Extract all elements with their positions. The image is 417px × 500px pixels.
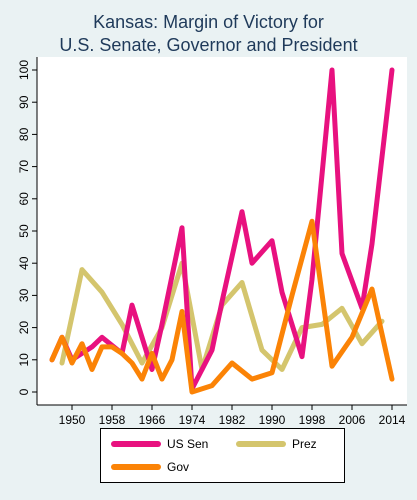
- x-tick-label: 2014: [379, 413, 406, 427]
- legend-swatch: [111, 464, 161, 470]
- x-tick-label: 1998: [299, 413, 326, 427]
- y-tick-label: 70: [17, 160, 31, 174]
- y-tick-label: 10: [17, 353, 31, 367]
- y-tick-label: 80: [17, 127, 31, 141]
- legend-item-us-sen: US Sen: [111, 437, 208, 451]
- x-tick-label: 1950: [59, 413, 86, 427]
- y-tick-label: 90: [17, 95, 31, 109]
- chart-title-line-1: Kansas: Margin of Victory for: [93, 12, 324, 32]
- x-tick-label: 1982: [219, 413, 246, 427]
- series-line-gov: [49, 218, 395, 395]
- legend-label: US Sen: [167, 437, 209, 451]
- x-tick-label: 1990: [259, 413, 286, 427]
- legend: US Sen Prez Gov: [100, 428, 345, 483]
- legend-swatch: [236, 441, 286, 447]
- x-tick-label: 1958: [99, 413, 126, 427]
- y-tick-label: 40: [17, 256, 31, 270]
- y-tick-label: 50: [17, 224, 31, 238]
- x-tick-label: 1966: [139, 413, 166, 427]
- series-layer: [49, 67, 395, 395]
- legend-item-gov: Gov: [111, 460, 189, 474]
- legend-label: Prez: [292, 437, 317, 451]
- y-tick-label: 100: [17, 60, 31, 80]
- y-tick-label: 20: [17, 321, 31, 335]
- x-tick-label: 1974: [179, 413, 206, 427]
- series-line-us-sen: [49, 67, 395, 392]
- axes: 0 10 20 30 40 50 60 70 80 90 100 1950 1958 1966 1974 19…: [17, 57, 407, 427]
- x-tick-label: 2006: [339, 413, 366, 427]
- plot-area: [37, 57, 407, 405]
- chart-title-line-2: U.S. Senate, Governor and President: [59, 35, 358, 55]
- legend-item-prez: Prez: [236, 437, 317, 451]
- y-tick-label: 0: [17, 388, 31, 395]
- legend-label: Gov: [167, 460, 190, 474]
- y-tick-label: 60: [17, 192, 31, 206]
- legend-swatch: [111, 441, 161, 447]
- y-tick-label: 30: [17, 288, 31, 302]
